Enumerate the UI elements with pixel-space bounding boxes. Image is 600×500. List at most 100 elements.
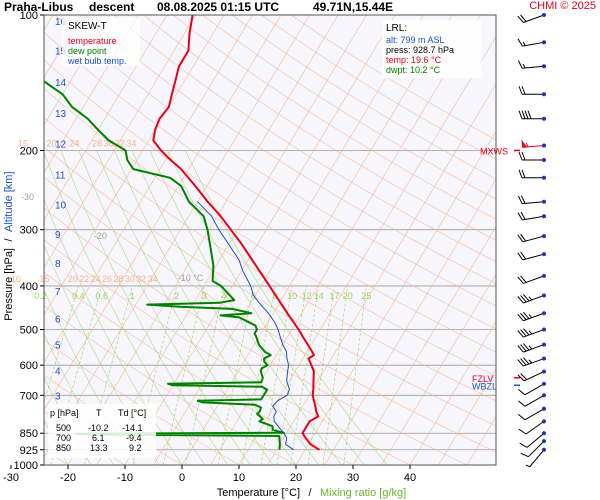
wind-barb	[518, 393, 546, 407]
t-label--10: -10	[117, 472, 133, 484]
wind-barb-full	[518, 151, 523, 161]
wind-barb-station	[542, 406, 546, 411]
sounding-datetime: 08.08.2025 01:15 UTC	[157, 0, 280, 14]
wind-barb-station	[542, 293, 546, 298]
moist-adiabat	[78, 150, 251, 465]
wind-barb-station	[542, 40, 546, 45]
isotherm	[409, 321, 496, 465]
dry-adiabat	[44, 146, 496, 427]
wind-barb-full	[518, 428, 527, 435]
isotherm-label-mid: 26	[102, 274, 112, 284]
lrl-dewpoint: dwpt: 10.2 °C	[386, 65, 441, 75]
p-label-700: 700	[20, 390, 38, 402]
altitude-label-11: 11	[55, 170, 66, 181]
isotherm	[44, 15, 282, 411]
legend-wet-bulb: wet bulb temp.	[67, 56, 127, 66]
isotherm-label-top: 32	[115, 138, 125, 148]
wind-barb-full	[517, 313, 524, 322]
mixing-ratio-label: 17	[329, 291, 339, 301]
wind-barb-staff	[526, 432, 545, 448]
wind-barb-staff	[528, 440, 545, 458]
isotherm-label-mid: 32	[136, 274, 146, 284]
y-axis-label-altitude: Altitude [km]	[3, 171, 15, 232]
wind-barb-station	[542, 157, 546, 162]
dry-adiabat	[113, 15, 496, 263]
wind-barb-full	[518, 388, 526, 396]
wind-barb-staff	[523, 358, 545, 367]
wind-barb	[518, 151, 546, 162]
wind-barb-full	[520, 233, 527, 242]
wind-barb-station	[542, 439, 546, 444]
lrl-title: LRL:	[386, 23, 407, 34]
p-label-600: 600	[20, 360, 38, 372]
p-label-1000: 1000	[14, 460, 38, 472]
level-label-fzlv: FZLV	[472, 374, 493, 384]
summary-table: p [hPa] T Td [°C] 500 -10.2 -14.1 700 6.…	[48, 404, 156, 458]
dry-adiabat	[44, 31, 496, 330]
mixing-ratio-label: 10	[287, 291, 297, 301]
isotherm	[438, 368, 496, 465]
isotherm	[381, 273, 496, 465]
isotherm	[352, 226, 496, 465]
wind-barb	[517, 60, 546, 69]
isotherm-label-top: 28	[92, 138, 102, 148]
altitude-label-5: 5	[55, 341, 61, 352]
wind-barb	[518, 169, 546, 180]
wind-barb-full	[518, 413, 526, 421]
legend-dew-point: dew point	[68, 46, 107, 56]
wind-barb-station	[542, 342, 546, 347]
wind-barb	[517, 233, 546, 243]
wind-barb	[518, 110, 546, 121]
wind-barb-full	[518, 169, 523, 178]
dry-adiabat	[54, 15, 496, 307]
mixing-ratio-label: 3	[202, 291, 207, 301]
wind-barb-station	[542, 175, 546, 180]
p-label-400: 400	[20, 281, 38, 293]
wind-barb-full	[521, 169, 526, 178]
table-row-500-p: 500	[56, 423, 71, 433]
altitude-label-10: 10	[55, 201, 67, 212]
wind-barb-staff	[524, 383, 545, 396]
dry-adiabat	[44, 176, 496, 453]
isotherm	[44, 15, 310, 459]
altitude-label-13: 13	[55, 109, 67, 120]
wind-barb-full	[524, 110, 529, 119]
wind-barb-full	[518, 86, 523, 95]
wind-barb-staff	[522, 41, 545, 47]
isotherm-label-top: 15	[18, 138, 28, 148]
wind-barb-full	[518, 110, 523, 119]
wind-barb-full	[521, 110, 526, 119]
p-label-850: 850	[20, 428, 38, 440]
level-label-mxws: MXWS	[480, 146, 508, 156]
wind-barb-half	[525, 464, 531, 468]
wind-barb-full	[520, 329, 527, 337]
altitude-label-8: 8	[55, 259, 61, 270]
wind-barb-staff	[523, 14, 545, 23]
isotherm	[295, 131, 496, 465]
dry-adiabat	[44, 88, 496, 377]
wind-barb-full	[520, 195, 526, 204]
wind-barb-half	[522, 63, 526, 69]
moist-adiabat	[44, 198, 183, 465]
wind-barb-half	[522, 41, 526, 46]
isotherm	[124, 15, 396, 465]
altitude-label-15: 15	[55, 47, 67, 58]
wind-barb	[519, 431, 546, 448]
moist-adiabat	[167, 150, 365, 465]
wind-barb-staff	[523, 275, 545, 284]
wind-barb-full	[520, 358, 527, 366]
wind-barb-full	[517, 234, 524, 243]
dry-adiabat-label: -20	[94, 231, 107, 241]
moist-adiabat	[114, 150, 297, 465]
station-name: Praha-Libus	[4, 0, 74, 14]
wind-barb-station	[542, 327, 546, 332]
moist-adiabat	[96, 150, 274, 465]
wind-barb-station	[542, 234, 546, 239]
wind-barb-station	[542, 431, 546, 436]
wind-barb-station	[542, 419, 546, 424]
mixing-ratio-label: 12	[301, 291, 311, 301]
wind-barb	[517, 251, 546, 261]
wind-barb-staff	[529, 449, 545, 467]
wind-barb-station	[542, 13, 546, 17]
